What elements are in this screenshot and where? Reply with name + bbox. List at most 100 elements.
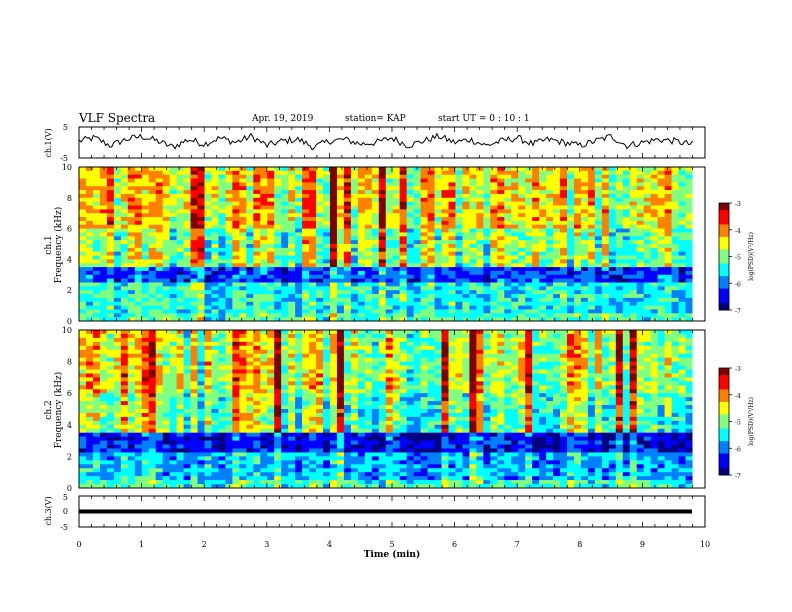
spectrogram-cell: [629, 278, 638, 283]
spectrogram-cell: [455, 270, 463, 276]
spectrogram-cell: [406, 286, 414, 291]
spectrogram-cell: [141, 365, 150, 370]
spectrogram-cell: [197, 220, 205, 226]
ch1-spectrogram-image: [79, 167, 705, 322]
spectrogram-cell: [99, 178, 108, 183]
spectrogram-cell: [288, 220, 296, 226]
spectrogram-cell: [385, 274, 394, 279]
spectrogram-cell: [218, 297, 226, 303]
spectrogram-cell: [329, 330, 338, 335]
spectrogram-cell: [413, 290, 421, 295]
spectrogram-cell: [357, 182, 366, 187]
spectrogram-cell: [629, 333, 638, 339]
spectrogram-cell: [685, 167, 693, 172]
spectrogram-cell: [573, 205, 582, 210]
spectrogram-cell: [413, 190, 421, 195]
spectrogram-cell: [497, 282, 505, 287]
spectrogram-cell: [664, 345, 672, 351]
spectrogram-cell: [343, 228, 352, 233]
spectrogram-cell: [106, 317, 115, 322]
spectrogram-cell: [371, 209, 380, 214]
spectrogram-cell: [608, 305, 617, 310]
spectrogram-cell: [162, 337, 170, 343]
spectrogram-cell: [190, 197, 198, 202]
spectrogram-cell: [497, 337, 505, 343]
colorbar-segment: [719, 290, 729, 293]
spectrogram-cell: [497, 251, 505, 256]
spectrogram-cell: [239, 197, 247, 202]
spectrogram-cell: [106, 365, 115, 370]
spectrogram-cell: [490, 186, 498, 191]
spectrogram-cell: [685, 274, 693, 279]
ch1-waveform-line: [78, 132, 693, 151]
spectrogram-cell: [636, 267, 644, 272]
spectrogram-cell: [539, 186, 547, 191]
spectrogram-cell: [336, 251, 345, 256]
spectrogram-cell: [608, 349, 617, 354]
spectrogram-cell: [169, 290, 177, 295]
spectrogram-cell: [678, 330, 686, 335]
spectrogram-cell: [385, 349, 394, 354]
spectrogram-cell: [483, 365, 491, 370]
spectrogram-cell: [553, 301, 561, 306]
spectrogram-cell: [253, 330, 261, 335]
spectrogram-cell: [629, 357, 638, 362]
spectrogram-cell: [148, 240, 156, 245]
spectrogram-cell: [323, 178, 331, 183]
spectrogram-cell: [302, 369, 310, 374]
spectrogram-cell: [685, 190, 693, 195]
spectrogram-cell: [378, 201, 387, 206]
spectrogram-cell: [113, 309, 122, 314]
spectrogram-cell: [483, 224, 491, 229]
spectrogram-cell: [350, 236, 359, 241]
spectrogram-cell: [113, 333, 122, 339]
spectrogram-cell: [197, 236, 205, 241]
spectrogram-cell: [162, 205, 170, 210]
spectrogram-cell: [636, 193, 644, 199]
spectrogram-cell: [378, 193, 387, 199]
spectrogram-cell: [329, 389, 338, 394]
spectrogram-cell: [497, 389, 505, 394]
spectrogram-cell: [106, 167, 115, 172]
spectrogram-cell: [476, 244, 484, 249]
spectrogram-cell: [288, 365, 296, 370]
spectrogram-cell: [525, 220, 533, 226]
spectrogram-cell: [636, 345, 644, 351]
spectrogram-cell: [525, 186, 533, 191]
spectrogram-cell: [169, 178, 177, 183]
spectrogram-cell: [85, 282, 94, 287]
spectrogram-cell: [643, 385, 651, 390]
spectrogram-cell: [580, 213, 589, 218]
spectrogram-cell: [85, 333, 94, 339]
spectrogram-cell: [309, 353, 317, 358]
spectrogram-cell: [204, 330, 212, 335]
spectrogram-cell: [455, 259, 463, 264]
spectrogram-cell: [239, 297, 247, 303]
spectrogram-cell: [350, 345, 359, 351]
spectrogram-cell: [176, 385, 184, 390]
spectrogram-cell: [336, 182, 345, 187]
spectrogram-cell: [323, 294, 331, 299]
spectrogram-cell: [127, 174, 136, 179]
spectrogram-cell: [148, 345, 156, 351]
spectrogram-cell: [601, 251, 610, 256]
spectrogram-cell: [525, 267, 533, 272]
spectrogram-cell: [350, 333, 359, 339]
spectrogram-cell: [99, 224, 108, 229]
spectrogram-cell: [260, 333, 268, 339]
spectrogram-cell: [650, 182, 658, 187]
spectrogram-cell: [462, 389, 470, 394]
spectrogram-cell: [601, 232, 610, 237]
spectrogram-cell: [497, 228, 505, 233]
spectrogram-cell: [127, 259, 136, 264]
spectrogram-cell: [608, 286, 617, 291]
spectrogram-cell: [671, 224, 679, 229]
spectrogram-cell: [476, 178, 484, 183]
spectrogram-cell: [525, 361, 533, 366]
spectrogram-cell: [615, 290, 624, 295]
spectrogram-cell: [643, 341, 651, 347]
spectrogram-cell: [678, 228, 686, 233]
spectrogram-cell: [469, 274, 477, 279]
spectrogram-cell: [671, 317, 679, 322]
